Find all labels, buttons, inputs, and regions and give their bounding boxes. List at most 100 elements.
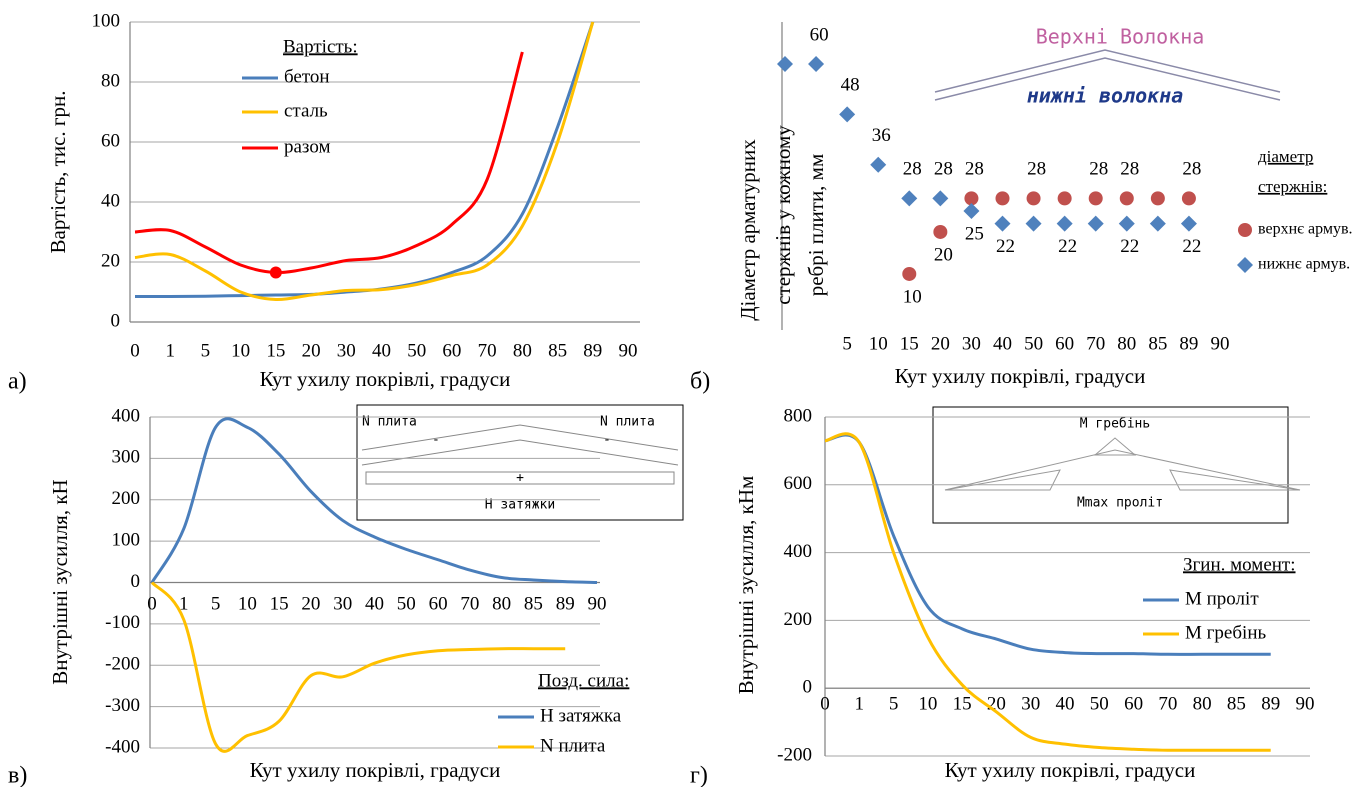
inset-label: Mmax проліт [1077,496,1163,511]
x-tick-label: 30 [337,340,356,361]
inset-label: - [432,433,440,448]
y-axis-title: стержнів у кожному [771,125,795,305]
x-tick-label: 40 [372,340,391,361]
point [901,190,918,207]
data-label: 28 [1182,159,1201,180]
panel-label: г) [690,763,708,787]
data-label: 48 [841,75,860,96]
x-tick-label: 30 [1021,693,1040,714]
legend-label: бетон [284,66,330,87]
y-axis-title: ребрі плити, мм [804,154,828,297]
point [1181,191,1196,206]
y-tick-label: 400 [784,541,813,562]
y-tick-label: 60 [101,130,120,151]
y-tick-label: -400 [105,736,140,757]
y-tick-label: 600 [784,473,813,494]
x-tick-label: 80 [513,340,532,361]
x-tick-label: 90 [588,593,607,614]
inset-label: N плита [362,415,417,430]
y-tick-label: 100 [112,529,141,550]
x-tick-label: 50 [1090,693,1109,714]
plot [150,417,598,753]
line [824,432,1271,752]
legend-title: Вартість: [283,36,358,57]
plot [134,21,595,302]
panel-label: а) [8,369,27,395]
legend-label: М проліт [1185,588,1259,609]
x-tick-label: 89 [1179,333,1198,354]
x-tick-label: 60 [429,593,448,614]
point [1026,191,1041,206]
x-tick-label: 40 [1056,693,1075,714]
y-axis-title: Внутрішні зусилля, кНм [734,476,758,695]
point [1119,191,1134,206]
y-axis-title: Внутрішні зусилля, кН [48,479,72,684]
y-tick-label: 100 [92,10,121,31]
x-tick-label: 85 [524,593,543,614]
point [1056,215,1073,232]
legend-title: стержнів: [1258,177,1327,196]
x-axis-title: Кут ухилу покрівлі, градуси [895,364,1146,388]
y-tick-label: 400 [112,405,141,426]
x-tick-label: 1 [855,693,865,714]
inset-label: N плита [600,415,655,430]
data-label: 36 [872,125,891,146]
line [134,21,595,302]
legend-label: Н затяжка [540,705,622,726]
x-tick-label: 5 [201,340,211,361]
panel-label: б) [690,369,710,395]
y-tick-label: 200 [784,609,813,630]
x-tick-label: 15 [270,593,289,614]
x-tick-label: 15 [266,340,285,361]
point [1180,215,1197,232]
x-tick-label: 15 [953,693,972,714]
y-tick-label: -200 [105,654,140,675]
point [1025,215,1042,232]
data-label: 22 [1182,236,1201,257]
y-tick-label: 300 [112,447,141,468]
diagram-b [934,49,1281,101]
y-tick-label: 0 [131,571,141,592]
x-tick-label: 20 [301,593,320,614]
legend-label: верхнє армув. [1258,221,1353,238]
x-tick-label: 70 [1158,693,1177,714]
data-label: 28 [903,159,922,180]
x-tick-label: 89 [583,340,602,361]
diagram-label: Верхні Волокна [1036,25,1205,49]
point [994,215,1011,232]
x-tick-label: 89 [556,593,575,614]
point [1087,215,1104,232]
line [824,433,1271,656]
line [150,581,566,753]
y-tick-label: -300 [105,695,140,716]
point [963,202,980,219]
x-tick-label: 1 [165,340,175,361]
legend-title: Згин. момент: [1183,554,1296,575]
x-axis-title: Кут ухилу покрівлі, градуси [250,758,501,782]
panel-label: в) [8,763,27,787]
data-label: 28 [1027,159,1046,180]
data-label: 28 [1120,159,1139,180]
legend-title: Позд. сила: [538,670,629,691]
x-tick-label: 80 [1193,693,1212,714]
legend-label: N плита [540,735,606,756]
y-tick-label: 200 [112,488,141,509]
x-tick-label: 60 [1124,693,1143,714]
inset-label: М гребінь [1080,417,1150,432]
x-tick-label: 70 [478,340,497,361]
x-tick-label: 1 [179,593,189,614]
y-tick-label: 0 [803,677,813,698]
legend-swatch [1238,223,1252,237]
diagram-label: нижні волокна [1027,84,1184,108]
data-label: 60 [810,24,829,45]
point [1118,215,1135,232]
x-tick-label: 5 [889,693,899,714]
x-tick-label: 5 [842,333,852,354]
point [1057,191,1072,206]
x-tick-label: 0 [130,340,140,361]
x-tick-label: 15 [900,333,919,354]
y-tick-label: -200 [777,744,812,765]
data-label: 28 [934,159,953,180]
legend-label: М гребінь [1185,622,1266,643]
